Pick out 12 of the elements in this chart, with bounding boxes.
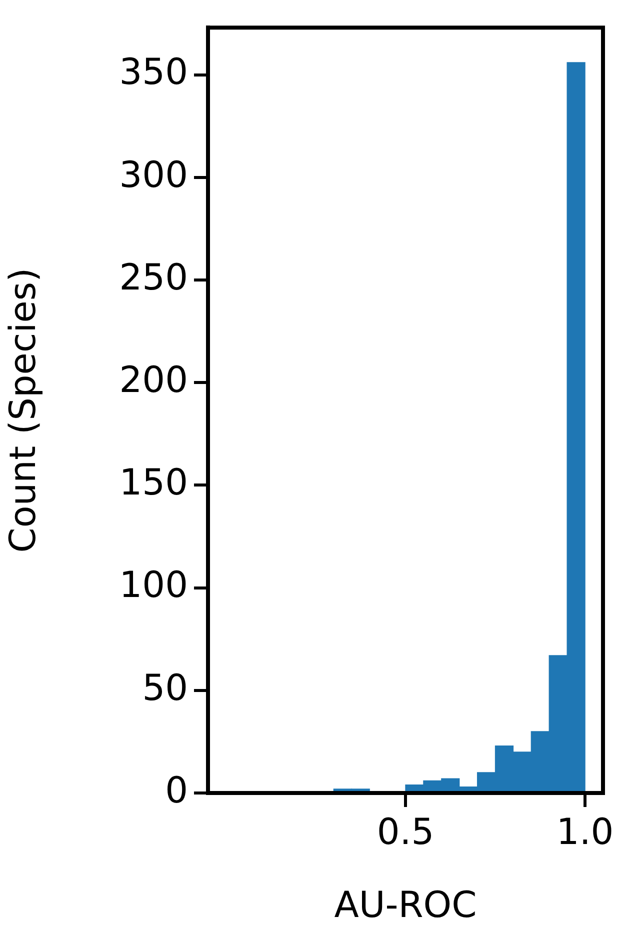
y-axis-title: Count (Species) xyxy=(2,268,44,553)
x-tick-label: 0.5 xyxy=(376,812,434,853)
y-tick-label: 100 xyxy=(119,565,188,606)
x-tick-label: 1.0 xyxy=(556,812,614,853)
x-axis-title: AU-ROC xyxy=(334,884,477,926)
y-tick-label: 300 xyxy=(119,154,188,196)
y-tick-label: 200 xyxy=(119,360,188,401)
y-tick-label: 150 xyxy=(119,462,188,504)
y-tick-label: 250 xyxy=(119,257,188,298)
y-tick-label: 50 xyxy=(142,668,188,709)
y-tick-label: 0 xyxy=(165,770,188,812)
y-tick-label: 350 xyxy=(119,52,188,94)
